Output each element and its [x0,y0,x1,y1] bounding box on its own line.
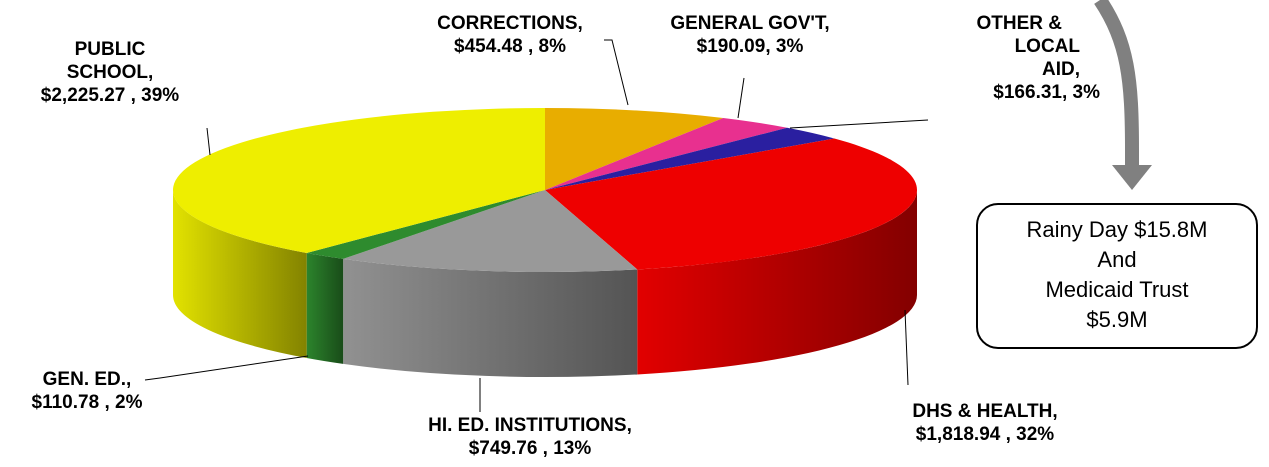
leader-line-gen-ed [144,355,309,381]
label-dhs-health: DHS & HEALTH, $1,818.94 , 32% [912,401,1058,445]
leader-line-dhs [904,309,909,386]
pie-side-hi-ed-institutions [343,258,638,377]
pie-slice-public-school [173,108,545,253]
label-corrections: CORRECTIONS, $454.48 , 8% [437,13,583,57]
pie-sides [173,190,917,377]
label-public-school: PUBLIC SCHOOL, $2,225.27 , 39% [40,39,180,106]
pie-slice-gen-ed- [306,190,545,259]
down-arrow-icon [1094,0,1152,190]
label-other-local: OTHER & LOCAL AID, $166.31, 3% [976,13,1101,103]
pie-slice-corrections [545,108,724,190]
callout-box: Rainy Day $15.8M And Medicaid Trust $5.9… [976,203,1258,349]
leader-line-corrections [604,39,629,106]
pie-side-public-school [173,190,307,358]
pie-tops [173,108,918,272]
label-hi-ed: HI. ED. INSTITUTIONS, $749.76 , 13% [428,415,632,459]
leader-line-general-gov [737,77,745,119]
pie-slice-general-gov-t [545,118,788,190]
label-gen-ed: GEN. ED., $110.78 , 2% [31,369,143,413]
label-general-gov: GENERAL GOV'T, $190.09, 3% [670,13,830,57]
leader-line-other-local [789,119,929,129]
pie-slice-other-local-aid [545,127,835,190]
pie-slice-dhs-health [545,138,918,270]
leader-line-public-school [206,127,211,156]
pie-side-dhs-health [637,190,917,375]
leader-lines [144,39,929,412]
pie-slice-hi-ed-institutions [343,190,638,272]
pie-side-gen-ed- [306,252,344,364]
